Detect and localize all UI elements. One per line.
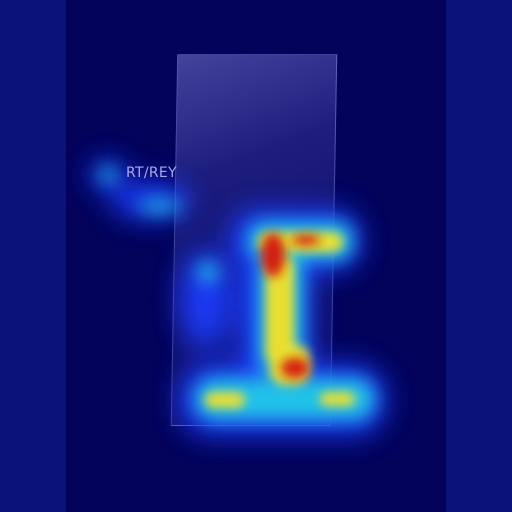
xray-marker-label: RT/REY — [126, 165, 177, 181]
right-dark-band — [446, 0, 512, 512]
heatmap-peak-layer — [261, 233, 320, 378]
left-dark-band — [0, 0, 66, 512]
heatmap-mid-layer — [100, 167, 375, 420]
